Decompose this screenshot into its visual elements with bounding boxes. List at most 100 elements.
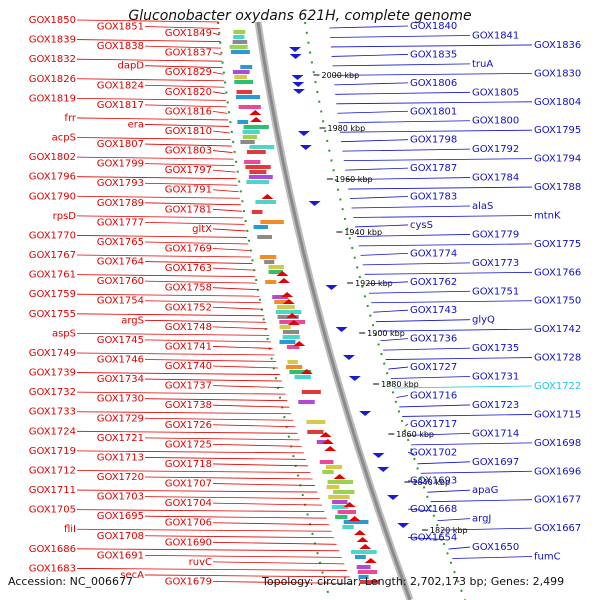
gene-leader-line (331, 54, 409, 57)
outer-track-boundary (304, 21, 466, 600)
gene-leader-line (144, 378, 282, 382)
gene-leader-line (144, 535, 335, 539)
gene-leader-line (212, 189, 239, 193)
gene-label-left: GOX1752 (165, 302, 212, 313)
gene-leader-line (351, 205, 471, 209)
gene-label-right: GOX1717 (410, 419, 457, 430)
forward-gene-arrow (277, 278, 290, 283)
gene-leader-line (212, 561, 345, 565)
gene-leader-line (76, 235, 248, 238)
gene-leader-line (76, 117, 229, 121)
gene-leader-line (353, 215, 533, 218)
gene-label-right: GOX1775 (534, 239, 581, 250)
gene-block (316, 440, 328, 444)
gene-label-left: GOX1781 (165, 204, 212, 215)
gene-label-left: dapD (117, 61, 144, 72)
kbp-tick-label: 1820 kbp (430, 526, 468, 535)
map-title: Gluconobacter oxydans 621H, complete gen… (128, 8, 472, 24)
gene-leader-line (330, 44, 533, 48)
gene-label-right: GOX1742 (534, 324, 581, 335)
gene-label-left: GOX1721 (97, 433, 144, 444)
forward-gene-arrow (250, 117, 263, 122)
gene-block (327, 480, 353, 484)
gene-label-right: GOX1773 (472, 258, 519, 269)
gene-leader-line (144, 437, 300, 441)
gene-leader-line (212, 150, 233, 153)
gene-leader-line (144, 163, 235, 167)
gene-label-left: GOX1691 (97, 550, 144, 561)
gene-label-right: GOX1836 (534, 40, 581, 51)
gene-block (244, 160, 261, 164)
gene-leader-line (383, 347, 471, 351)
gene-label-right: mtnK (534, 210, 561, 221)
gene-label-right: GOX1722 (534, 381, 581, 392)
forward-gene-arrow (286, 313, 299, 318)
forward-gene-arrow (249, 110, 262, 115)
gene-label-right: GOX1801 (410, 106, 457, 117)
reverse-gene-arrow (342, 355, 355, 360)
forward-gene-arrow (281, 292, 294, 297)
forward-gene-arrow (276, 271, 289, 276)
reverse-gene-arrow (359, 411, 372, 416)
gene-label-left: GOX1704 (165, 498, 212, 509)
gene-block (286, 365, 303, 369)
gene-leader-line (76, 509, 325, 513)
gene-leader-line (212, 522, 330, 526)
gene-block (232, 40, 248, 44)
gene-leader-line (212, 91, 226, 95)
gene-label-right: GOX1798 (410, 135, 457, 146)
gene-block (265, 280, 277, 284)
gene-label-right: GOX1830 (534, 68, 581, 79)
gene-leader-line (380, 338, 409, 342)
gene-leader-line (441, 527, 533, 531)
gene-label-right: GOX1727 (410, 362, 457, 373)
accession-text: Accession: NC_006677 (8, 575, 134, 588)
gene-leader-line (345, 167, 409, 171)
gene-label-right: GOX1804 (534, 97, 581, 108)
gene-block (245, 165, 271, 169)
gene-block (246, 150, 266, 154)
gene-leader-line (76, 568, 347, 571)
gene-label-right: GOX1750 (534, 296, 581, 307)
gene-label-left: GOX1755 (29, 309, 76, 320)
gene-leader-line (76, 528, 332, 532)
gene-block (351, 550, 377, 554)
gene-leader-line (144, 26, 220, 29)
gene-leader-line (144, 300, 262, 304)
gene-label-left: GOX1839 (29, 35, 76, 46)
gene-label-right: GOX1805 (472, 87, 519, 98)
gene-leader-line (437, 518, 471, 522)
gene-label-left: GOX1754 (97, 296, 144, 307)
gene-label-left: GOX1724 (29, 426, 76, 437)
gene-label-right: truA (472, 59, 493, 70)
gene-label-right: GOX1677 (534, 495, 581, 506)
gene-label-left: GOX1797 (165, 165, 212, 176)
gene-leader-line (430, 499, 533, 503)
reverse-gene-arrow (348, 376, 361, 381)
gene-block (289, 370, 312, 374)
gene-leader-line (212, 130, 230, 134)
gene-label-left: GOX1850 (29, 15, 76, 26)
gene-block (333, 490, 355, 494)
gene-label-right: GOX1788 (534, 182, 581, 193)
forward-gene-arrow (321, 439, 334, 444)
gene-block (264, 260, 275, 264)
gene-leader-line (333, 72, 533, 76)
gene-label-right: GOX1840 (410, 21, 457, 32)
gene-block (251, 210, 263, 214)
gene-label-right: apaG (472, 485, 498, 496)
gene-label-left: GOX1679 (165, 576, 212, 587)
gene-leader-line (144, 241, 249, 245)
gene-label-right: GOX1735 (472, 343, 519, 354)
gene-leader-line (144, 182, 238, 186)
gene-label-right: GOX1800 (472, 116, 519, 127)
gene-label-left: GOX1817 (97, 100, 144, 111)
gene-label-left: GOX1769 (165, 244, 212, 255)
gene-leader-line (330, 35, 471, 38)
gene-block (243, 125, 269, 129)
gene-leader-line (212, 248, 250, 251)
gene-leader-line (144, 104, 227, 108)
gene-leader-line (144, 515, 327, 519)
gene-label-left: GOX1759 (29, 289, 76, 300)
